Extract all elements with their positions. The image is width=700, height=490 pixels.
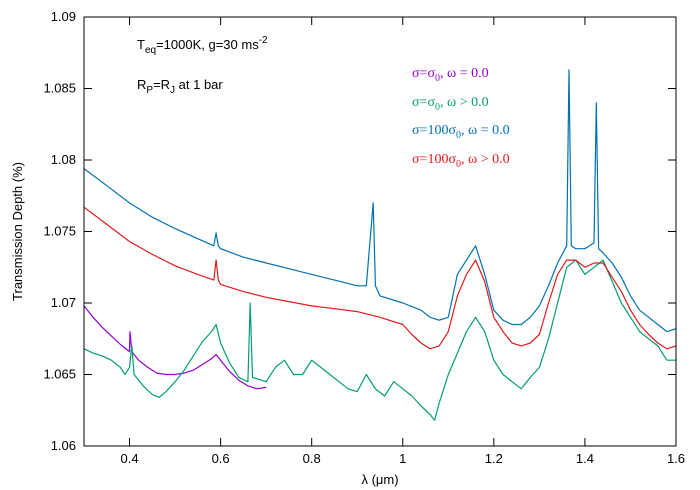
legend-layer: σ=σ0, ω = 0.0 σ=σ0, ω > 0.0 σ=100σ0, ω = 0… bbox=[412, 66, 510, 170]
series-line-1 bbox=[83, 259, 676, 421]
legend-entry-1: σ=σ0, ω > 0.0 bbox=[412, 95, 489, 113]
y-axis-label: Transmission Depth (%) bbox=[10, 162, 25, 301]
series-line-2 bbox=[83, 69, 677, 333]
series-line-0 bbox=[83, 305, 267, 390]
legend-entry-3: σ=100σ0, ω > 0.0 bbox=[412, 152, 510, 170]
x-tick-label: 1.4 bbox=[576, 451, 594, 466]
plot-frame bbox=[83, 16, 677, 447]
y-tick-label: 1.09 bbox=[51, 9, 76, 24]
x-tick-label: 0.4 bbox=[120, 451, 138, 466]
x-tick-label: 0.6 bbox=[212, 451, 230, 466]
y-tick-label: 1.065 bbox=[43, 367, 76, 382]
y-tick-label: 1.085 bbox=[43, 81, 76, 96]
y-tick-label: 1.07 bbox=[51, 295, 76, 310]
x-tick-label: 0.8 bbox=[303, 451, 321, 466]
annotation-radius: RP=RJ at 1 bar bbox=[137, 77, 223, 96]
annotation-teq-gravity: Teq=1000K, g=30 ms-2 bbox=[137, 35, 268, 56]
legend-entry-2: σ=100σ0, ω = 0.0 bbox=[412, 123, 510, 141]
x-tick-label: 1.2 bbox=[485, 451, 503, 466]
y-tick-label: 1.08 bbox=[51, 152, 76, 167]
ticks-layer bbox=[84, 16, 677, 447]
series-line-3 bbox=[83, 206, 677, 350]
legend-entry-0: σ=σ0, ω = 0.0 bbox=[412, 66, 489, 84]
series-layer bbox=[83, 69, 677, 421]
annotation-layer: Teq=1000K, g=30 ms-2 RP=RJ at 1 bar bbox=[137, 35, 268, 96]
x-axis-label: λ (μm) bbox=[361, 472, 398, 487]
x-tick-label: 1.6 bbox=[667, 451, 685, 466]
y-tick-label: 1.06 bbox=[51, 438, 76, 453]
x-tick-label: 1 bbox=[399, 451, 406, 466]
y-tick-label: 1.075 bbox=[43, 224, 76, 239]
labels-layer: 0.4 0.6 0.8 1 1.2 1.4 1.6 1.06 1.065 1.07 1.075 1.0… bbox=[10, 9, 685, 487]
